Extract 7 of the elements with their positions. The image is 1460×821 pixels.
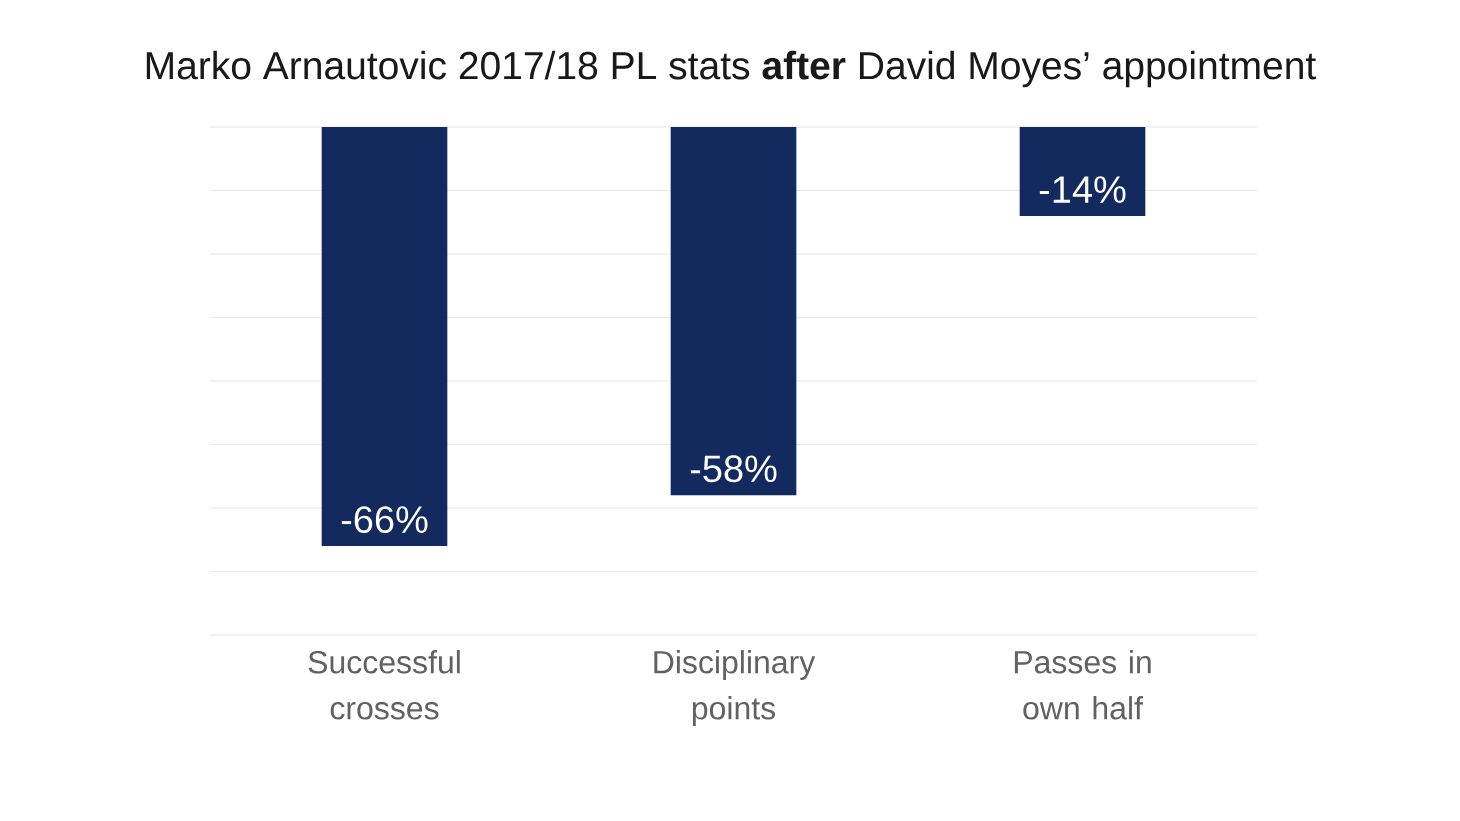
data-label: -58% bbox=[690, 455, 777, 483]
chart-title: Marko Arnautovic 2017/18 PL stats after David Moyes’ appointment bbox=[146, 50, 1316, 88]
x-tick-label: Passes in own half bbox=[1014, 650, 1151, 720]
x-tick-label: Successful crosses bbox=[308, 650, 460, 720]
data-label: -66% bbox=[341, 506, 428, 534]
x-tick-label: Disciplinary points bbox=[654, 650, 816, 726]
data-label: -14% bbox=[1039, 176, 1126, 203]
